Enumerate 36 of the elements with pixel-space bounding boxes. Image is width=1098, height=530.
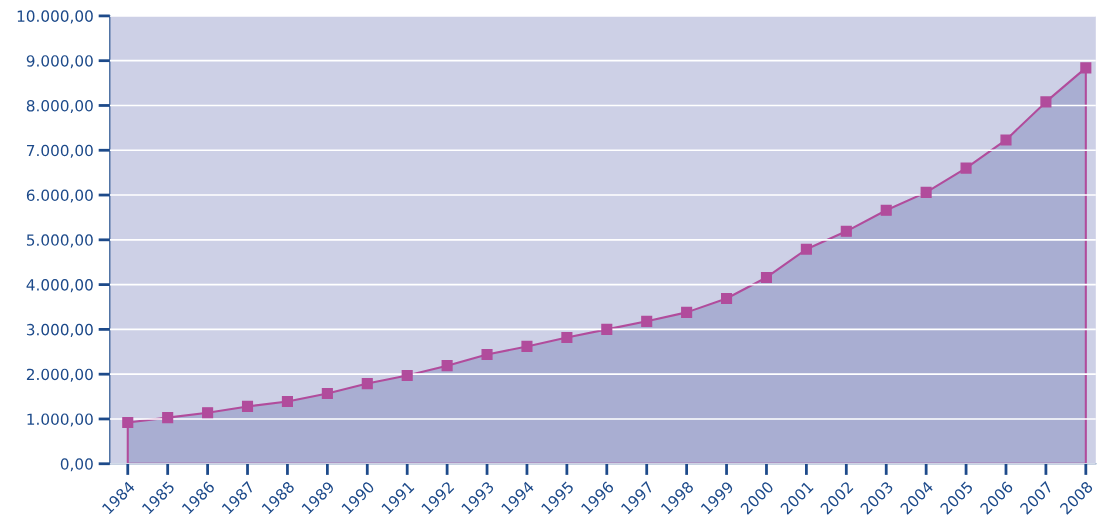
- point: [1000, 134, 1012, 146]
- point: [840, 225, 852, 237]
- point: [401, 369, 413, 382]
- point: [321, 387, 333, 399]
- point: [361, 378, 373, 390]
- point: [162, 412, 174, 424]
- y-tick-label: 1.000,00: [27, 413, 93, 427]
- point: [1080, 62, 1092, 74]
- point: [641, 315, 653, 327]
- point: [760, 271, 773, 284]
- y-tick-label: 10.000,00: [17, 10, 93, 24]
- point: [241, 400, 254, 412]
- point: [281, 395, 293, 408]
- y-tick-label: 2.000,00: [26, 368, 93, 382]
- point: [800, 243, 812, 255]
- point: [920, 186, 932, 198]
- y-tick-label: 4.000,00: [26, 279, 93, 293]
- point: [880, 204, 892, 216]
- point: [601, 323, 613, 335]
- point: [122, 416, 134, 429]
- point: [481, 348, 493, 361]
- y-tick-label: 6.000,00: [26, 189, 93, 203]
- y-tick-label: 9.000,00: [26, 55, 93, 69]
- y-tick-label: 7.000,00: [27, 144, 93, 158]
- point: [681, 306, 693, 318]
- y-tick-label: 3.000,00: [26, 323, 93, 337]
- y-tick-label: 5.000,00: [26, 234, 93, 248]
- y-tick-label: 0,00: [60, 458, 93, 472]
- point: [561, 331, 573, 344]
- point: [441, 360, 453, 372]
- y-tick-label: 8.000,00: [26, 99, 93, 114]
- point: [202, 407, 214, 419]
- point: [720, 292, 733, 305]
- point: [1040, 96, 1052, 108]
- point: [521, 340, 533, 352]
- point: [960, 162, 972, 174]
